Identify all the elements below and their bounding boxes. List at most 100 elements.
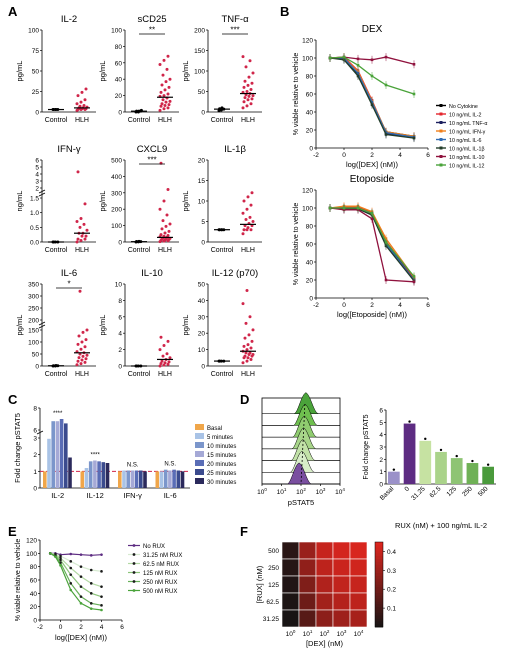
hlh-point [241,302,245,306]
y-tick-label: 50 [198,89,206,96]
colorbar-tick-label: 0.4 [387,549,396,556]
hlh-point [162,107,166,111]
hlh-point [76,237,80,241]
hlh-point [83,202,87,206]
bar-point [486,463,490,466]
hlh-point [246,83,250,87]
subplot-title: CXCL9 [137,144,168,155]
hlh-point [83,360,87,364]
colorbar-tick-label: 0.1 [387,606,396,613]
hlh-point [245,90,249,93]
y-tick-label: 100 [28,340,39,347]
colorbar-step [375,559,383,563]
hlh-point [163,88,167,92]
hlh-point [162,199,166,203]
y-tick-label: 300 [28,294,39,301]
heat-cell-1-2 [315,558,334,577]
y-tick-label: 50 [32,69,40,76]
x-tick-label-control: Control [211,117,234,124]
hlh-point [244,351,248,355]
series-point-2 [100,585,103,588]
hlh-point [163,103,167,107]
x-tick-label-control: Control [45,247,68,254]
series-point-5 [100,608,103,612]
y-tick-label: 0 [35,364,39,371]
hlh-point [80,358,84,362]
x-tick-label-control: Control [128,247,151,254]
y-tick-label: 100 [194,69,205,76]
hlh-point [243,354,247,358]
hlh-point [244,321,248,325]
colorbar-step [375,544,383,549]
hlh-point [247,75,251,79]
plot-title: DEX [362,24,383,35]
y-tick-label: 50 [32,352,40,359]
legend-label: 31.25 nM RUX [143,553,182,559]
series-point-4 [89,602,93,605]
y-axis-label: Fold change pSTAT5 [13,413,22,483]
hlh-point [167,229,171,233]
y-tick-label: 75 [32,48,40,55]
y-tick-label: 100 [302,56,313,63]
colorbar-step [375,598,383,602]
legend-marker [439,129,443,133]
hlh-point [244,65,248,69]
hlh-point [245,289,249,293]
y-axis-label: pg/mL [181,315,190,336]
x-tick-label: -2 [313,152,319,159]
significance-label: *** [230,26,239,35]
colorbar-step [375,570,383,574]
y-tick-label: 20 [306,128,314,135]
hlh-point [248,215,252,219]
hlh-point [161,73,165,77]
x-axis-label: log([DEX] (nM)) [55,633,108,642]
series-point-5 [59,564,62,567]
legend-marker [439,112,443,116]
heat-cell-3-0 [281,592,300,611]
hlh-point [163,231,167,235]
x-tick-label: 0 [59,624,63,631]
row-label: 500 [268,548,279,555]
hlh-point [160,359,164,363]
y-tick-label: 100 [28,28,39,35]
y-tick-label: 6 [379,408,383,415]
x-tick-label: 0 [342,302,346,309]
hlh-point [77,334,81,338]
y-tick-label: 0 [201,364,205,371]
legend-marker [439,163,443,167]
legend-label: 10 ng/mL IL-1β [449,147,485,153]
y-tick-label: 4 [118,331,122,338]
bar-il12-6 [105,463,110,488]
bar-il2-0 [43,471,47,488]
legend-marker [132,562,136,565]
legend-marker [439,121,443,124]
y-tick-label: 60 [306,92,314,99]
row-label: 62.5 [266,599,279,606]
bar-point [392,468,396,471]
colorbar-step [375,604,383,608]
y-tick-label: 0.0 [30,240,39,247]
x-tick-label: IL-12 [87,491,104,500]
y-tick-label: 20 [30,604,38,611]
hlh-point [84,234,88,238]
bar-6 [482,466,494,484]
heat-cell-1-0 [281,558,300,577]
legend-label: 125 nM RUX [143,571,177,577]
hlh-point [81,330,85,334]
x-tick-label: 102 [296,487,306,496]
hlh-point [82,222,86,226]
hlh-point [168,222,172,226]
heat-cell-0-1 [298,541,317,560]
panel-letter-f: F [240,524,248,539]
y-tick-label: 15 [198,178,206,185]
histogram-guide-dashed [300,403,306,485]
hlh-point [168,77,172,81]
subplot-il-12-p70-: IL-12 (p70) 0 10 20 30 40 50 pg/mL Control HLH [181,268,262,378]
y-tick-label: 500 [111,158,122,165]
hlh-point [80,234,84,238]
bar-il2-4 [59,419,64,488]
bar-il6-6 [180,471,185,488]
bar-ifn-2 [126,470,130,488]
y-tick-label: 0 [35,110,39,117]
legend-marker [132,580,136,583]
